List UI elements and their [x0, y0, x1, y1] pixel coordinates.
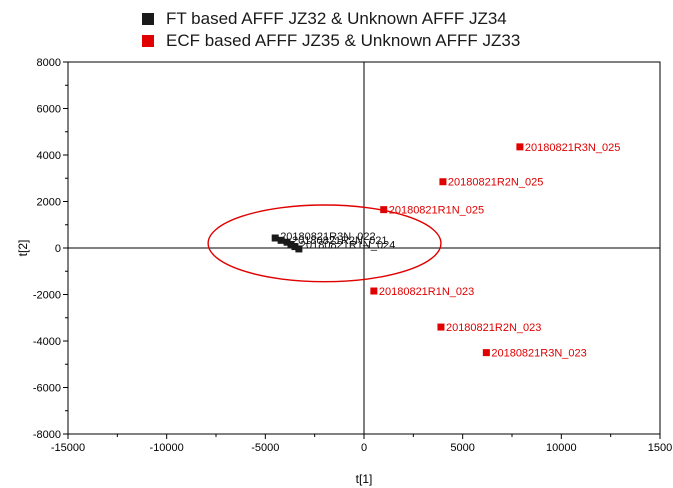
x-axis: -15000 -10000 -5000 0 5000 10000 1500	[51, 434, 672, 454]
y-tick-label: -6000	[33, 383, 61, 395]
x-tick-label: -10000	[150, 442, 184, 454]
data-point	[295, 245, 303, 253]
y-tick-label: -2000	[33, 290, 61, 302]
y-tick-label: 6000	[37, 104, 61, 116]
point-label: 20180821R3N_022	[280, 231, 375, 243]
legend-entry-0: FT based AFFF JZ32 & Unknown AFFF JZ34	[166, 9, 507, 28]
data-point	[291, 243, 299, 251]
data-point	[271, 234, 279, 242]
point-label: 20180821R3N_023	[491, 348, 586, 360]
zero-lines	[68, 62, 660, 434]
point-label: 20180821R2N_023	[446, 322, 541, 334]
point-label: 20180821R1N_025	[389, 205, 484, 217]
point-label: 20180821R1N_024	[300, 240, 395, 252]
data-point	[287, 241, 295, 249]
point-label: 20180821R1N_023	[379, 286, 474, 298]
legend-swatch-1	[142, 35, 154, 47]
data-point	[370, 287, 378, 295]
data-point	[516, 143, 524, 151]
x-axis-title: t[1]	[356, 472, 373, 486]
x-tick-label: 0	[361, 442, 367, 454]
y-tick-label: 2000	[37, 197, 61, 209]
x-tick-label: 1500	[648, 442, 672, 454]
point-label: 20180821R2N_025	[448, 177, 543, 189]
y-tick-label: 4000	[37, 150, 61, 162]
legend: FT based AFFF JZ32 & Unknown AFFF JZ34 EC…	[142, 9, 520, 50]
x-tick-label: 10000	[546, 442, 577, 454]
data-point	[380, 206, 388, 214]
data-points: 20180821R3N_02220180821R2N_02120180821R1…	[271, 142, 620, 360]
annotations	[207, 204, 442, 283]
legend-swatch-0	[142, 13, 154, 25]
y-tick-label: -8000	[33, 429, 61, 441]
data-point	[437, 323, 445, 331]
x-tick-label: 5000	[450, 442, 474, 454]
point-label: 20180821R2N_021	[292, 235, 387, 247]
data-point	[277, 236, 285, 244]
y-tick-label: -4000	[33, 336, 61, 348]
data-point	[482, 349, 490, 357]
legend-entry-1: ECF based AFFF JZ35 & Unknown AFFF JZ33	[166, 31, 520, 50]
y-axis-title: t[2]	[16, 240, 30, 257]
y-tick-label: 8000	[37, 57, 61, 69]
cluster-highlight-ellipse	[207, 204, 442, 283]
y-axis: 8000 6000 4000 2000 0 -2000 -4000 -6000 -8000	[33, 57, 68, 441]
x-tick-label: -15000	[51, 442, 85, 454]
y-tick-label: 0	[55, 243, 61, 255]
x-tick-label: -5000	[251, 442, 279, 454]
data-point	[283, 238, 291, 246]
data-point	[439, 178, 447, 186]
point-label: 20180821R3N_025	[525, 142, 620, 154]
